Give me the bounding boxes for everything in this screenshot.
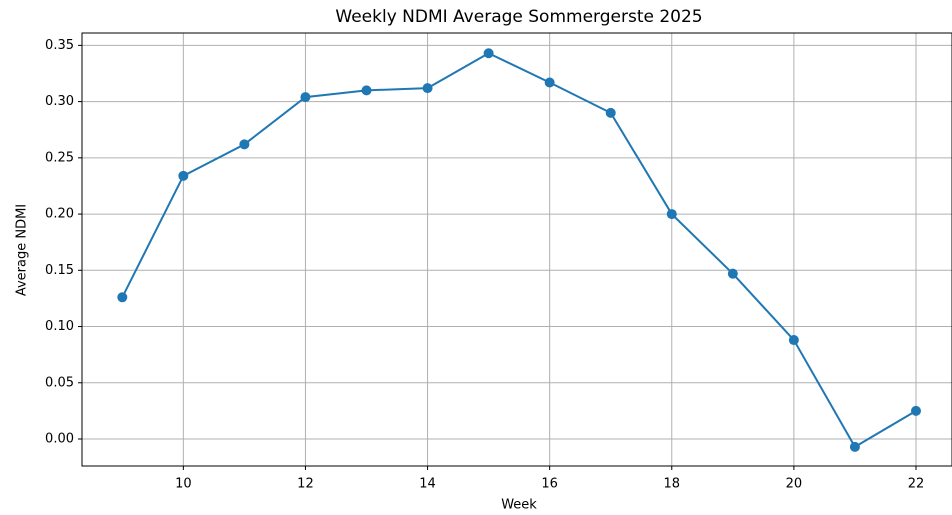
data-point <box>910 405 921 416</box>
data-point <box>483 48 494 59</box>
x-tick-label: 18 <box>663 477 680 492</box>
plot-frame <box>81 32 952 467</box>
data-point <box>605 107 616 118</box>
x-tick-label: 14 <box>419 477 436 492</box>
y-tick-label: 0.35 <box>45 38 74 53</box>
x-tick-label: 20 <box>786 477 803 492</box>
x-tick-label: 22 <box>908 477 925 492</box>
y-tick-label: 0.05 <box>45 375 74 390</box>
data-point <box>422 83 433 94</box>
x-tick-label: 10 <box>175 477 192 492</box>
data-point <box>666 209 677 220</box>
y-tick-label: 0.30 <box>45 94 74 109</box>
chart-title: Weekly NDMI Average Sommergerste 2025 <box>335 7 702 27</box>
x-axis-label: Week <box>501 498 537 513</box>
data-point <box>727 268 738 279</box>
y-axis-label: Average NDMI <box>15 204 30 296</box>
y-tick-label: 0.25 <box>45 150 74 165</box>
y-tick-label: 0.00 <box>45 432 74 447</box>
y-tick-label: 0.10 <box>45 319 74 334</box>
x-tick-label: 16 <box>541 477 558 492</box>
data-point <box>178 170 189 181</box>
data-point <box>849 441 860 452</box>
data-line <box>121 52 917 449</box>
data-point <box>788 335 799 346</box>
data-point <box>239 139 250 150</box>
data-point <box>361 85 372 96</box>
data-point <box>300 92 311 103</box>
x-tick-label: 12 <box>297 477 314 492</box>
y-tick-label: 0.20 <box>45 207 74 222</box>
data-point <box>544 77 555 88</box>
data-point <box>117 292 128 303</box>
y-tick-label: 0.15 <box>45 263 74 278</box>
